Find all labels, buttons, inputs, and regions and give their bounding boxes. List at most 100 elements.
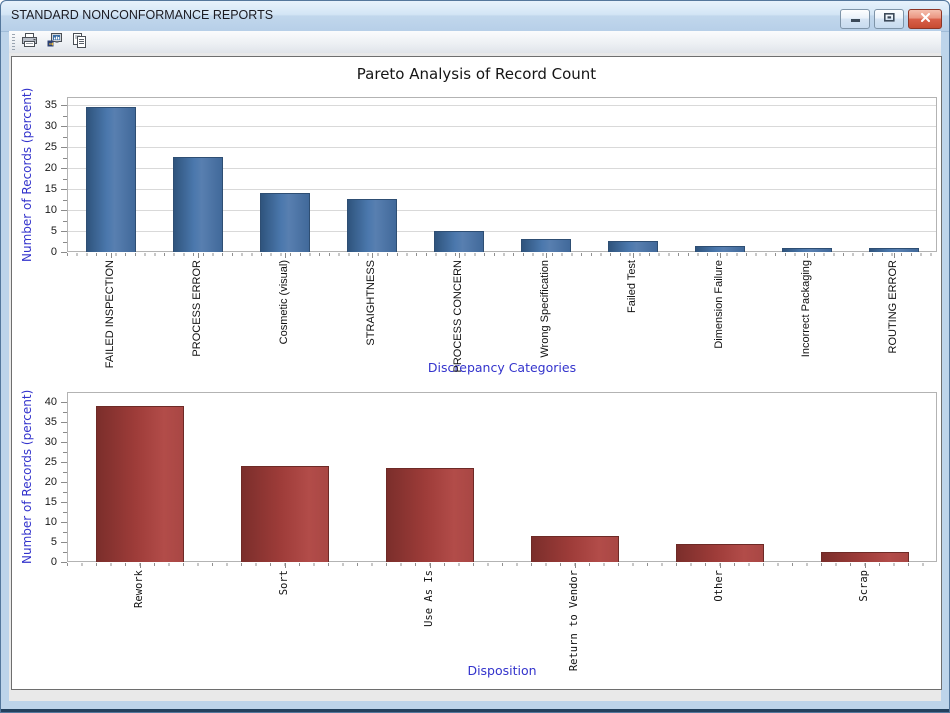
bar [385, 468, 474, 562]
y-tick [61, 462, 67, 463]
category-label: STRAIGHTNESS [364, 260, 377, 346]
copy-icon [71, 32, 88, 53]
bar [820, 552, 909, 562]
print-button[interactable] [18, 32, 40, 52]
category-label: Return to Vendor [567, 570, 580, 672]
y-tick [61, 562, 67, 563]
y-minor-tick [63, 199, 67, 201]
x-axis-label-bottom: Disposition [467, 663, 537, 678]
bar [95, 406, 184, 562]
y-tick [61, 442, 67, 443]
y-minor-tick [63, 492, 67, 493]
y-minor-tick [63, 157, 67, 159]
y-tick-label: 5 [50, 225, 57, 237]
x-tick [197, 253, 199, 258]
y-tick [61, 189, 67, 190]
y-tick [61, 105, 67, 106]
y-tick-label: 5 [50, 536, 57, 548]
bar [530, 536, 619, 562]
bar [607, 241, 658, 252]
x-tick [719, 563, 721, 568]
bar [172, 157, 223, 252]
x-tick [371, 253, 373, 258]
x-tick [458, 253, 460, 258]
toolbar-grip[interactable] [12, 34, 15, 50]
category-label: Use As Is [422, 570, 435, 627]
category-label: PROCESS CONCERN [451, 260, 464, 373]
bar [781, 248, 832, 252]
print-icon [21, 32, 38, 53]
copy-button[interactable] [68, 32, 90, 52]
bar [346, 199, 397, 252]
category-label: Cosmetic (visual) [277, 260, 290, 345]
gridline [68, 105, 936, 106]
bar [85, 107, 136, 252]
x-tick [574, 563, 576, 568]
y-tick-label: 20 [44, 476, 57, 488]
gridline [68, 126, 936, 127]
category-label: Wrong Specification [538, 260, 551, 358]
restore-icon [883, 10, 896, 28]
y-tick [61, 482, 67, 483]
bar [240, 466, 329, 562]
close-button[interactable] [908, 9, 942, 29]
x-minor-ticks [67, 253, 937, 256]
y-tick-label: 30 [44, 436, 57, 448]
y-minor-tick [63, 452, 67, 453]
x-tick [632, 253, 634, 258]
client-area: Pareto Analysis of Record Count Number o… [9, 53, 942, 701]
y-minor-tick [63, 552, 67, 553]
bar [520, 239, 571, 252]
y-tick-label: 30 [44, 120, 57, 132]
y-tick [61, 502, 67, 503]
category-label: PROCESS ERROR [190, 260, 203, 357]
gridline [68, 147, 936, 148]
category-label: ROUTING ERROR [886, 260, 899, 354]
window-title: STANDARD NONCONFORMANCE REPORTS [11, 8, 274, 22]
maximize-button[interactable] [874, 9, 904, 29]
y-tick [61, 422, 67, 423]
y-minor-tick [63, 512, 67, 513]
y-tick [61, 231, 67, 232]
x-tick [110, 253, 112, 258]
y-minor-tick [63, 432, 67, 433]
y-minor-tick [63, 115, 67, 117]
x-axis-label-top: Discrepancy Categories [427, 360, 577, 375]
gridline [68, 189, 936, 190]
x-tick [864, 563, 866, 568]
y-minor-tick [63, 178, 67, 180]
y-tick [61, 147, 67, 148]
chart-panel: Pareto Analysis of Record Count Number o… [11, 56, 942, 690]
toolbar [9, 31, 941, 54]
y-tick-label: 40 [44, 396, 57, 408]
titlebar[interactable]: STANDARD NONCONFORMANCE REPORTS [1, 1, 949, 32]
y-tick-label: 0 [50, 556, 57, 568]
y-minor-tick [63, 136, 67, 138]
x-tick [719, 253, 721, 258]
x-tick [806, 253, 808, 258]
export-graph-button[interactable] [43, 32, 65, 52]
chart-title: Pareto Analysis of Record Count [356, 65, 597, 83]
y-tick [61, 402, 67, 403]
x-tick [284, 253, 286, 258]
category-label: Dimension Failure [712, 260, 725, 349]
y-tick-label: 25 [44, 141, 57, 153]
bar [675, 544, 764, 562]
y-tick [61, 542, 67, 543]
y-tick [61, 522, 67, 523]
y-minor-tick [63, 472, 67, 473]
x-tick [139, 563, 141, 568]
gridline [68, 231, 936, 232]
y-tick-label: 0 [50, 246, 57, 258]
y-tick-label: 10 [44, 204, 57, 216]
y-tick-label: 25 [44, 456, 57, 468]
y-tick-label: 20 [44, 162, 57, 174]
category-label: Scrap [857, 570, 870, 602]
minimize-button[interactable] [840, 9, 870, 29]
y-tick-label: 35 [44, 99, 57, 111]
y-minor-tick [63, 532, 67, 533]
window-bottom-edge [1, 709, 949, 712]
category-label: Failed Test [625, 260, 638, 313]
plot-area [67, 392, 937, 562]
